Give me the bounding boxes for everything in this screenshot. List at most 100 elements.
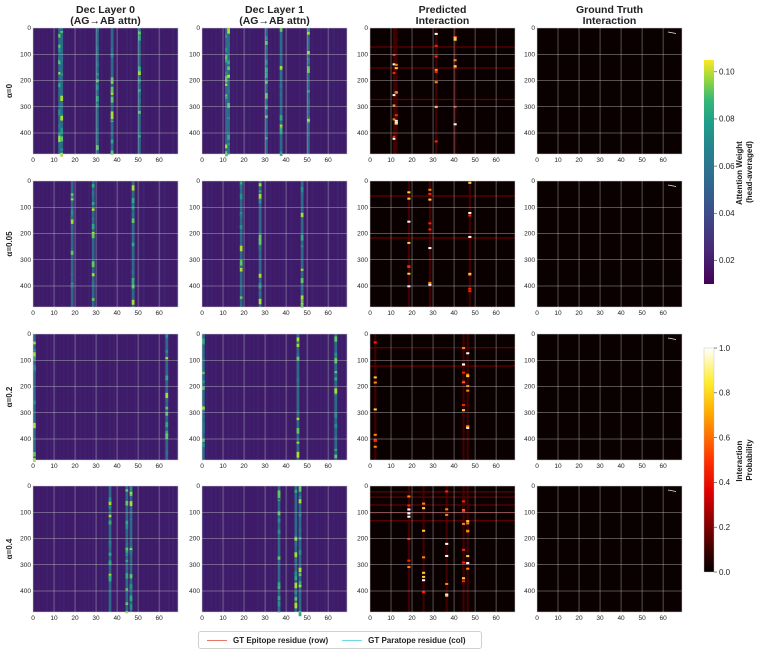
attention-hotspot [227,74,230,78]
attention-hotspot [60,95,64,101]
predicted-hotspot [466,384,470,387]
attention-hotspot [165,422,169,428]
x-tick-label: 0 [368,310,372,317]
predicted-hotspot [434,55,438,58]
attention-column-texture [49,28,53,154]
attention-hotspot [96,78,99,82]
attention-column-texture [154,486,158,612]
x-tick-label: 50 [134,157,142,164]
attention-hotspot [125,524,129,529]
y-tick-label: 100 [524,204,535,211]
predicted-hotspot [407,272,411,275]
attention-hotspot [227,66,230,71]
x-tick-label: 20 [240,615,248,622]
attention-column-texture [121,486,124,612]
attention-hotspot [58,47,61,53]
panel-frame [369,180,516,308]
attention-hotspot [239,266,243,272]
attention-column-texture [87,334,91,460]
attention-hotspot [108,520,112,525]
x-tick-label: 50 [471,463,479,470]
y-tick-label: 300 [357,104,368,111]
attention-hotspot [91,208,95,211]
x-tick-label: 60 [324,310,332,317]
predicted-hotspot [453,36,457,39]
x-tick-label: 20 [408,310,416,317]
attention-column-texture [273,28,276,154]
attention-hotspot [296,358,300,361]
x-tick-label: 60 [659,310,667,317]
x-tick-label: 60 [659,615,667,622]
attention-column-texture [248,28,251,154]
predicted-hotspot [407,191,411,194]
attention-column-texture [163,334,166,460]
attention-column-texture [154,334,158,460]
attention-hotspot [239,213,243,219]
x-tick-label: 0 [368,157,372,164]
x-tick-label: 50 [638,463,646,470]
attention-column-texture [129,28,133,154]
attention-hotspot [125,566,129,570]
attention-hotspot [138,110,141,114]
attention-column-texture [298,334,302,460]
predicted-hotspot [445,542,449,545]
attention-column-texture [223,181,226,307]
attention-hotspot [296,356,300,360]
predicted-hotspot [394,122,398,125]
attention-hotspot [110,111,114,116]
x-tick-label: 0 [31,615,35,622]
attention-hotspot [125,559,129,562]
attention-hotspot [277,497,281,501]
attention-hotspot [294,591,298,594]
predicted-hotspot [445,554,449,557]
attention-column-texture [323,28,327,154]
attention-column-texture [244,486,247,612]
attention-column-texture [112,28,116,154]
predicted-hotspot [407,566,411,569]
y-tick-label: 100 [20,509,31,516]
attention-column-texture [269,334,272,460]
attention-column-texture [142,334,145,460]
y-tick-label: 100 [189,357,200,364]
attention-column-texture [154,181,158,307]
attention-hotspot [300,234,304,241]
predicted-hotspot [461,404,466,407]
x-tick-label: 60 [492,310,500,317]
attention-hotspot [58,44,61,48]
attention-column-texture [167,181,171,307]
predicted-hotspot [461,510,466,513]
attention-column-texture [227,486,230,612]
attention-hotspot [70,215,74,220]
attention-hotspot [225,98,228,103]
attention-column-texture [66,28,70,154]
attention-hotspot [279,65,283,70]
attention-colorbar-label: Attention Weight (head-averaged) [735,139,754,205]
attention-column-texture [218,28,222,154]
predicted-hotspot [428,188,432,191]
attention-hotspot [258,273,262,278]
attention-column-texture [239,28,243,154]
attention-column-texture [231,28,234,154]
attention-column-texture [319,28,323,154]
predicted-hotspot [461,363,466,366]
y-tick-label: 100 [357,204,368,211]
attention-column-texture [45,334,49,460]
attention-column-texture [260,28,264,154]
attention-colorbar: 0.02 0.04 0.06 0.08 0.10 Attention Weight (h… [704,60,754,284]
attention-hotspot [108,497,112,502]
attention-hotspot [96,84,99,90]
attention-hotspot [294,571,298,578]
predicted-hotspot [428,283,432,286]
heatmap-panel: 0 10 20 30 40 50 60 0 100 200 300 400 [189,25,348,164]
attention-column-texture [87,486,91,612]
x-tick-label: 0 [535,310,539,317]
y-tick-label: 200 [189,78,200,85]
x-tick-label: 20 [575,463,583,470]
heatmap-panel: 0 10 20 30 40 50 60 0 100 200 300 400 [524,178,683,317]
attention-colorbar-tick-label: 0.04 [719,209,735,218]
attention-hotspot [60,148,64,151]
attention-hotspot [334,388,338,394]
probability-colorbar-tick-label: 0.0 [719,568,731,577]
y-tick-label: 0 [27,178,31,185]
attention-hotspot [138,71,141,76]
